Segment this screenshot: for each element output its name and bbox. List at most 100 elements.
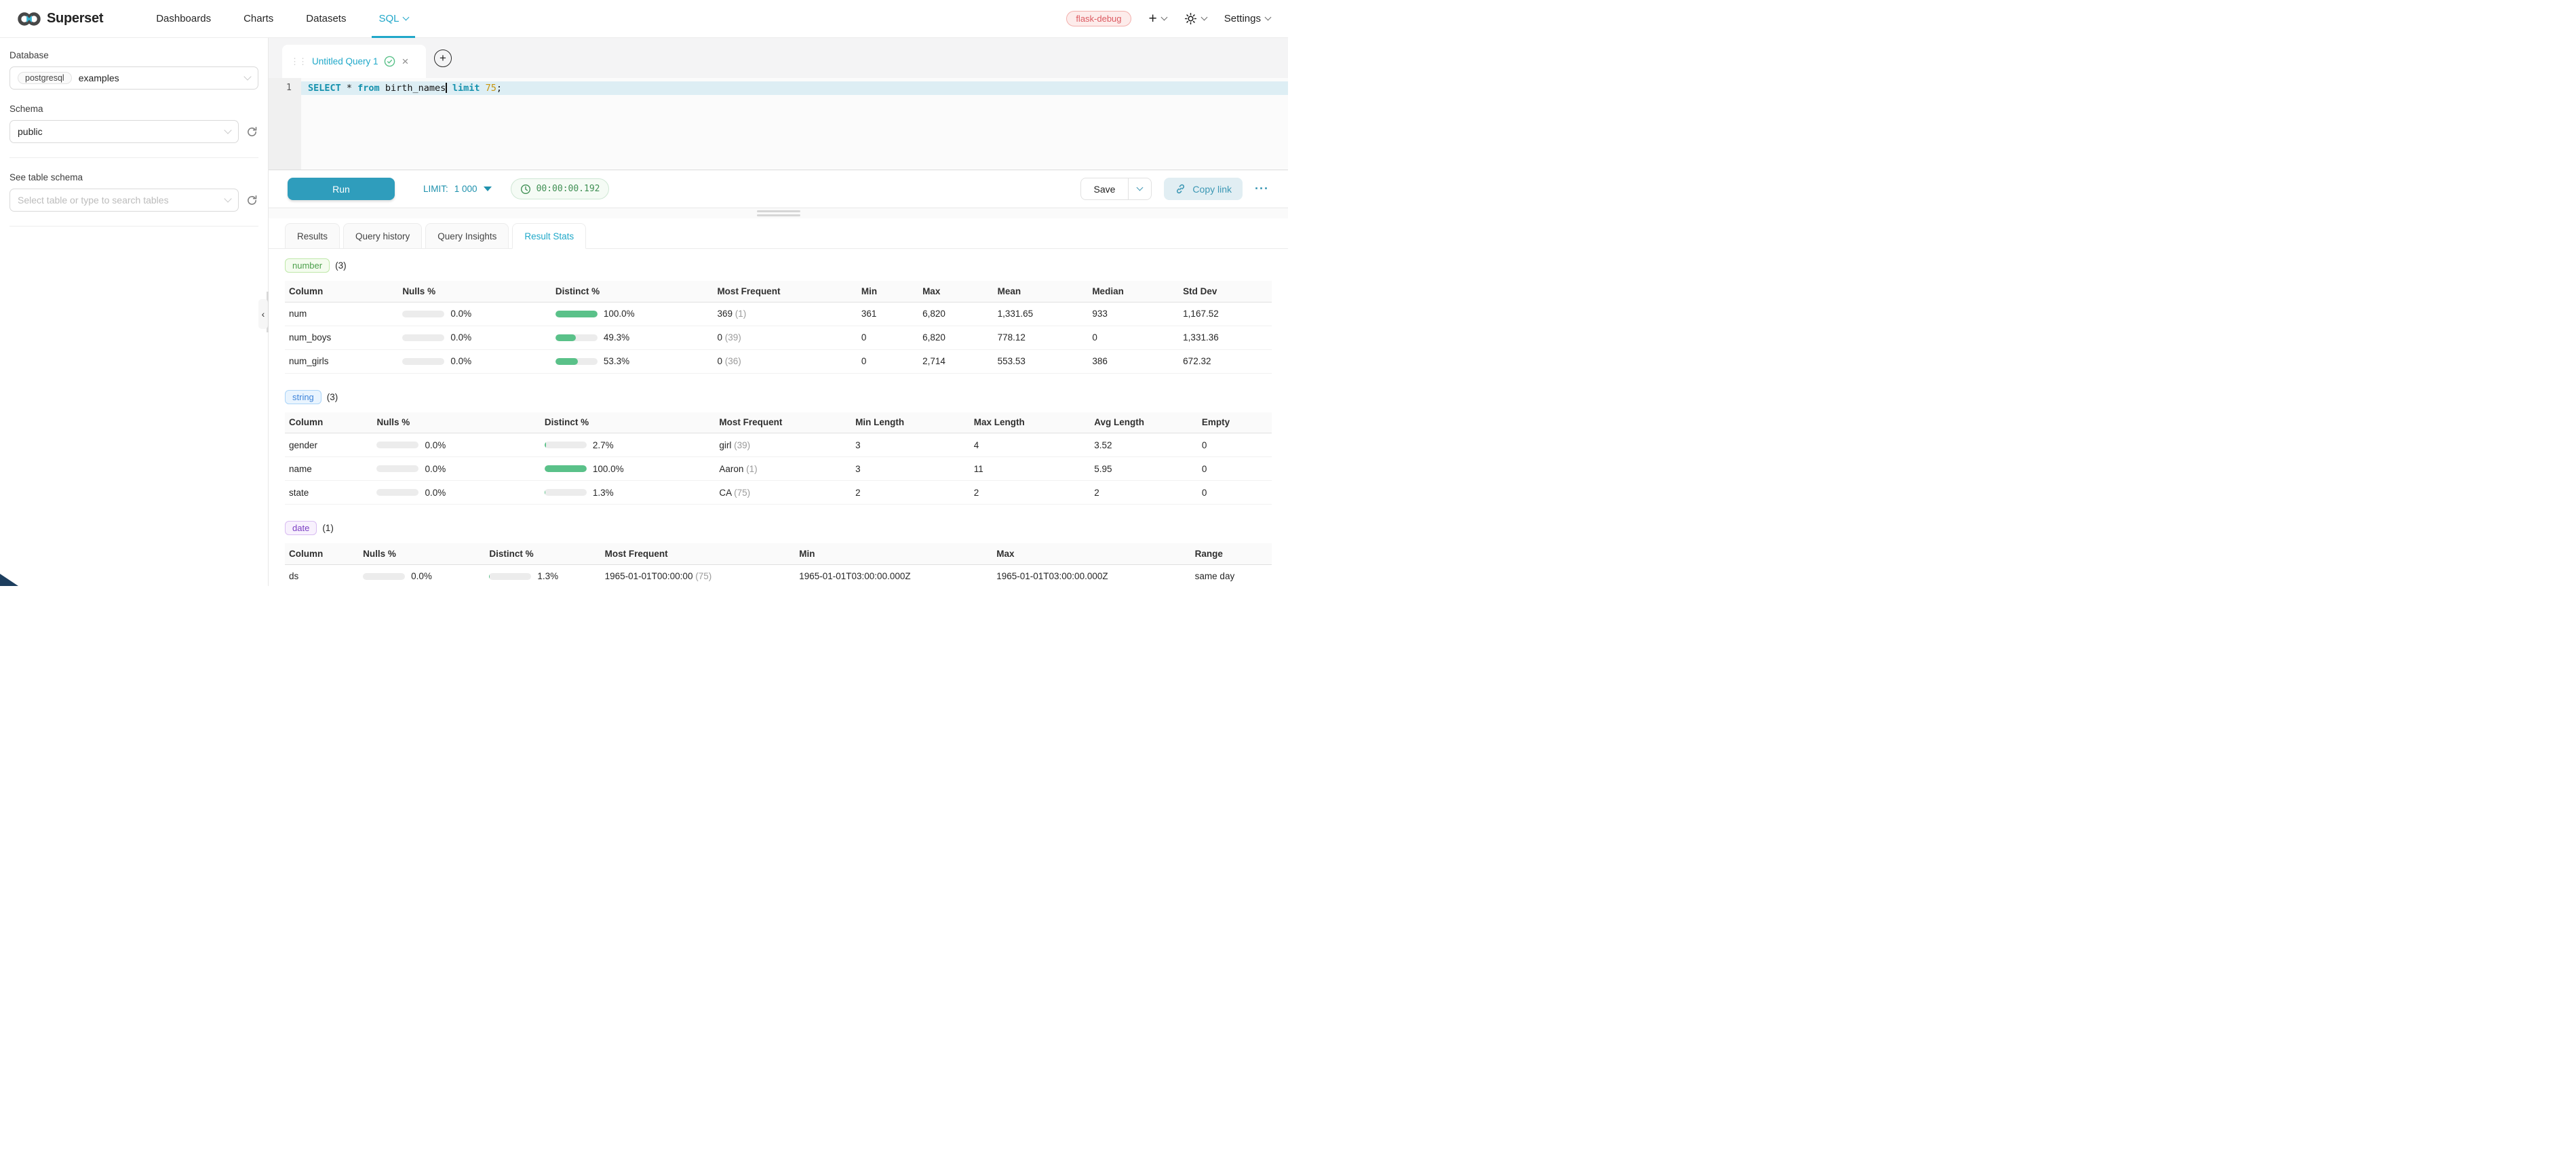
nav-item-charts[interactable]: Charts	[243, 13, 274, 24]
most-frequent-cell: CA (75)	[715, 480, 852, 505]
stat-value-cell: 6,820	[918, 302, 994, 326]
stat-value-cell: 0	[1197, 456, 1272, 481]
percentage-label: 0.0%	[450, 332, 472, 343]
collapse-sidebar-button[interactable]: ‹	[258, 299, 268, 329]
stats-section-date: date (1) Column Nulls % Distinct % Most Frequ…	[285, 521, 1272, 586]
tab-result-stats[interactable]: Result Stats	[512, 223, 587, 249]
environment-badge: flask-debug	[1066, 11, 1131, 26]
stats-row: num 0.0% 100.0% 369 (1) 361 6,820 1,331.65 933 1…	[285, 302, 1272, 326]
query-tab[interactable]: ⋮⋮ Untitled Query 1 ×	[282, 45, 426, 78]
column-header: Nulls %	[372, 412, 541, 433]
stat-value-cell: 0	[857, 349, 919, 374]
most-frequent-cell: 1965-01-01T00:00:00 (75)	[600, 564, 796, 586]
table-select[interactable]: Select table or type to search tables	[9, 189, 239, 212]
new-query-tab-button[interactable]: +	[434, 50, 452, 67]
save-button[interactable]: Save	[1093, 183, 1116, 195]
link-icon	[1177, 184, 1185, 194]
column-count: (3)	[335, 260, 347, 271]
distinct-bar	[544, 465, 587, 472]
save-options-button[interactable]	[1128, 178, 1151, 199]
settings-menu[interactable]: Settings	[1224, 13, 1272, 24]
column-header: Mean	[993, 281, 1089, 302]
table-select-placeholder: Select table or type to search tables	[18, 195, 169, 206]
section-header: date (1)	[285, 521, 1272, 535]
text-cursor	[446, 82, 447, 93]
most-frequent-cell: 369 (1)	[713, 302, 857, 326]
sun-icon	[1184, 12, 1196, 25]
chevron-down-icon	[243, 73, 252, 81]
stat-value-cell: 778.12	[993, 326, 1089, 350]
distinct-bar-cell: 2.7%	[540, 433, 716, 457]
stats-row: num_boys 0.0% 49.3% 0 (39) 0 6,820 778.12 0 1,33…	[285, 326, 1272, 350]
percentage-label: 0.0%	[425, 487, 446, 498]
most-frequent-cell: Aaron (1)	[715, 456, 852, 481]
nav-item-dashboards[interactable]: Dashboards	[156, 13, 212, 24]
column-count: (1)	[322, 523, 334, 533]
refresh-tables-button[interactable]	[245, 193, 258, 207]
distinct-bar-cell: 53.3%	[551, 349, 714, 374]
schema-select[interactable]: public	[9, 120, 239, 143]
section-header: string (3)	[285, 389, 1272, 404]
stats-table-number: Column Nulls % Distinct % Most Frequent Min M…	[285, 281, 1272, 374]
most-frequent-cell: 0 (36)	[713, 349, 857, 374]
nulls-bar	[376, 442, 419, 448]
column-header: Distinct %	[540, 412, 716, 433]
type-tag-string: string	[285, 389, 321, 404]
stat-value-cell: 1965-01-01T03:00:00.000Z	[795, 564, 993, 586]
type-tag-date: date	[285, 521, 317, 535]
limit-dropdown[interactable]: LIMIT: 1 000	[423, 184, 492, 194]
nav-item-sql[interactable]: SQL	[372, 0, 415, 38]
sql-editor[interactable]: 1 SELECT * from birth_names limit 75;	[269, 78, 1288, 170]
refresh-schemas-button[interactable]	[245, 125, 258, 138]
copy-link-button[interactable]: Copy link	[1164, 178, 1243, 200]
distinct-bar	[555, 357, 598, 365]
nulls-bar	[402, 334, 445, 341]
stat-value-cell: 3.52	[1090, 433, 1198, 457]
distinct-bar-cell: 1.3%	[485, 564, 601, 586]
column-header: Std Dev	[1179, 281, 1272, 302]
stat-value-cell: 2	[851, 480, 970, 505]
drag-handle-icon[interactable]: ⋮⋮	[290, 56, 307, 66]
refresh-icon	[247, 126, 256, 136]
chevron-down-icon	[1136, 184, 1144, 191]
percentage-label: 100.0%	[603, 309, 635, 319]
editor-gutter: 1	[269, 78, 301, 170]
sql-lab-sidebar: Database postgresql examples Schema publ…	[0, 38, 269, 586]
chevron-down-icon	[224, 195, 232, 203]
theme-toggle[interactable]	[1184, 12, 1208, 25]
column-name: name	[285, 456, 373, 481]
nulls-bar	[402, 310, 445, 317]
column-header: Max	[918, 281, 994, 302]
column-name: state	[285, 480, 373, 505]
column-name: num	[285, 302, 399, 326]
query-tab-strip: ⋮⋮ Untitled Query 1 × +	[269, 38, 1288, 78]
column-name: gender	[285, 433, 373, 457]
percentage-label: 0.0%	[425, 440, 446, 450]
superset-logo[interactable]: Superset	[18, 11, 103, 27]
nulls-bar-cell: 0.0%	[359, 564, 486, 586]
close-tab-icon[interactable]: ×	[402, 55, 409, 68]
section-header: number (3)	[285, 258, 1272, 273]
database-select[interactable]: postgresql examples	[9, 66, 258, 90]
more-actions-button[interactable]: ···	[1255, 182, 1269, 195]
nav-item-datasets[interactable]: Datasets	[306, 13, 347, 24]
column-header: Range	[1190, 543, 1272, 565]
column-header: Min	[795, 543, 993, 565]
nulls-bar-cell: 0.0%	[398, 302, 551, 326]
stat-value-cell: 0	[1088, 326, 1179, 350]
distinct-bar	[489, 572, 532, 580]
new-dropdown-button[interactable]: +	[1149, 12, 1168, 26]
tab-query-history[interactable]: Query history	[343, 223, 423, 249]
stat-value-cell: 5.95	[1090, 456, 1198, 481]
tab-results[interactable]: Results	[285, 223, 340, 249]
run-button[interactable]: Run	[288, 178, 395, 200]
stat-value-cell: 1,331.36	[1179, 326, 1272, 350]
tab-query-insights[interactable]: Query Insights	[425, 223, 509, 249]
percentage-label: 1.3%	[592, 487, 614, 498]
sql-code-line[interactable]: SELECT * from birth_names limit 75;	[308, 82, 503, 94]
query-timer: 00:00:00.192	[510, 178, 610, 199]
nav-menu: Dashboards Charts Datasets SQL	[140, 0, 425, 38]
column-header: Min Length	[851, 412, 970, 433]
stat-value-cell: 2	[1090, 480, 1198, 505]
resize-handle[interactable]	[756, 210, 800, 218]
